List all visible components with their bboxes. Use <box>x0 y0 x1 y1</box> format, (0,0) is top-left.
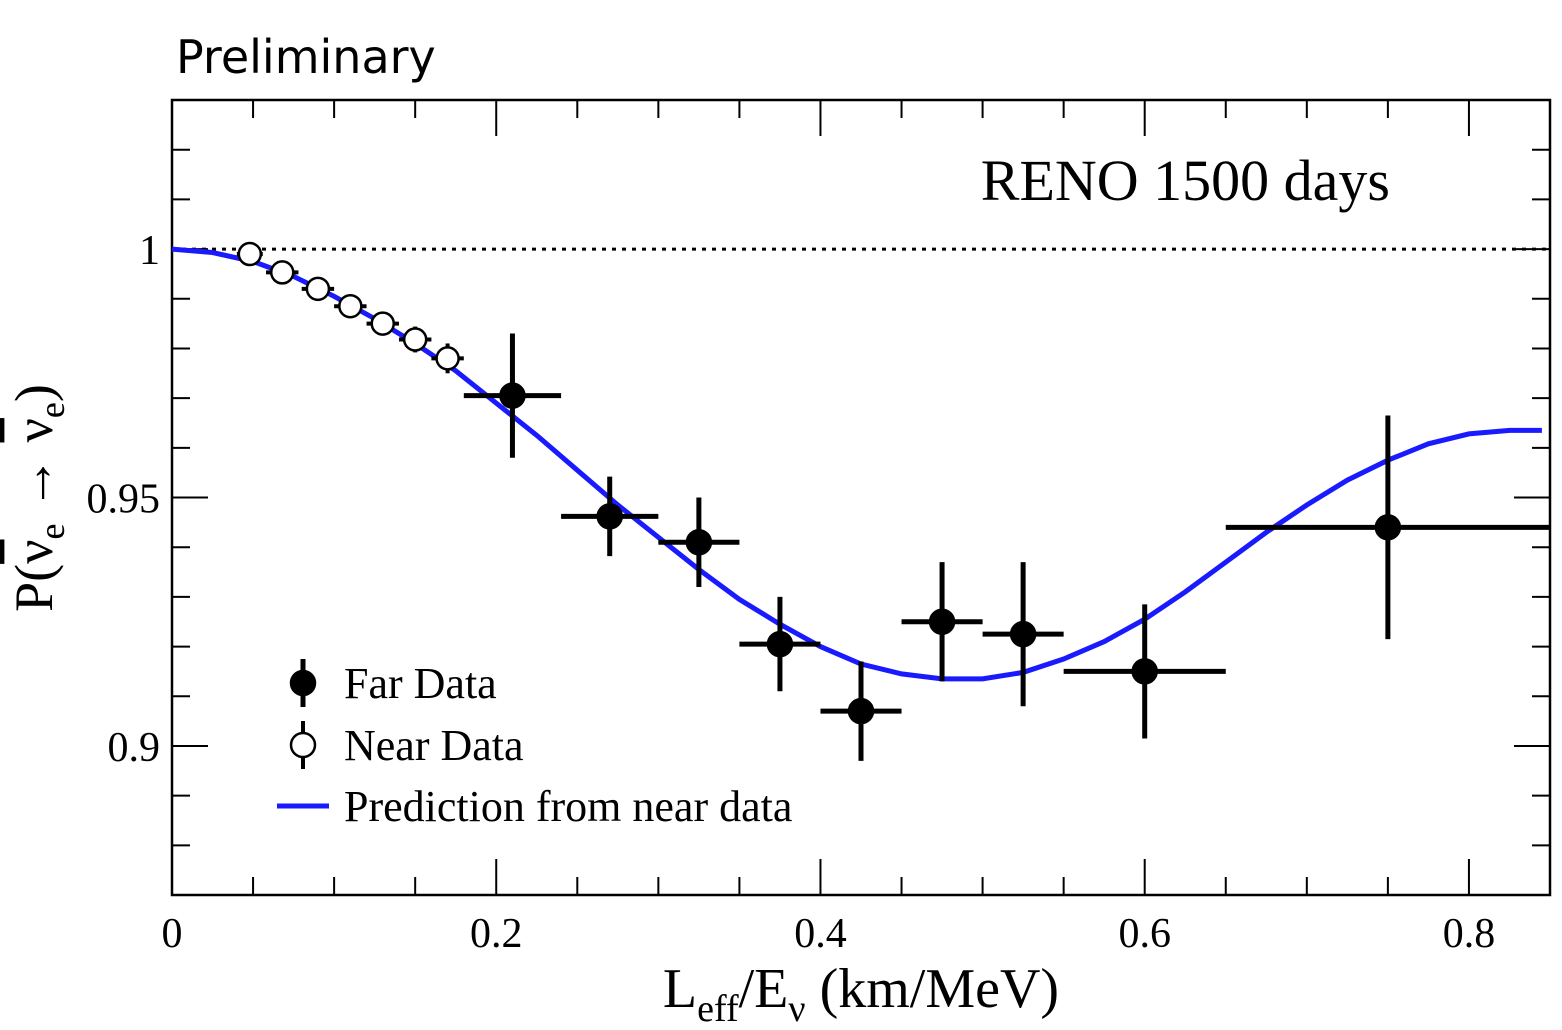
legend-marker <box>289 731 317 759</box>
near-data-point <box>266 260 299 285</box>
marker <box>269 260 295 285</box>
legend-entry: Prediction from near data <box>277 782 792 831</box>
far-data-point <box>739 596 821 692</box>
marker <box>928 608 956 635</box>
axes-ticks: 0 0.2 0.4 0.6 0.8 0.9 0.95 1 <box>87 99 1551 957</box>
near-data-point <box>431 343 464 374</box>
far-data-point <box>463 333 562 458</box>
plot-frame <box>170 98 1552 897</box>
chart-title: RENO 1500 days <box>981 148 1390 213</box>
near-data-point <box>236 241 263 267</box>
legend: Far Data Near Data Prediction from near da… <box>277 659 792 831</box>
far-data-point <box>820 661 902 761</box>
x-tick-label: 0 <box>162 911 183 957</box>
marker <box>435 346 460 371</box>
x-tick-label: 0.2 <box>470 911 523 957</box>
y-tick-label: 1 <box>139 228 160 274</box>
far-data-point <box>1225 415 1550 640</box>
marker <box>847 697 875 725</box>
y-axis-label: P(νe → νe) <box>4 384 72 612</box>
legend-entry: Near Data <box>289 721 524 770</box>
near-data-point <box>398 326 432 353</box>
marker <box>370 311 396 336</box>
marker <box>305 276 331 302</box>
x-axis-label: Leff/Eν (km/MeV) <box>663 958 1059 1030</box>
far-data-point <box>982 562 1064 707</box>
marker <box>402 327 428 352</box>
marker <box>237 241 263 267</box>
x-tick-label: 0.4 <box>794 911 847 957</box>
legend-marker <box>289 669 317 697</box>
far-data-point <box>901 562 983 682</box>
near-data-point <box>301 276 335 302</box>
data-points <box>236 241 1550 761</box>
far-data-point <box>561 476 659 557</box>
legend-label: Prediction from near data <box>344 782 792 831</box>
legend-label: Near Data <box>344 721 524 770</box>
marker <box>1009 620 1037 648</box>
x-tick-label: 0.6 <box>1118 911 1171 957</box>
far-data-point <box>1063 604 1226 739</box>
y-tick-label: 0.95 <box>87 477 161 523</box>
marker <box>338 293 363 319</box>
x-tick-label: 0.8 <box>1443 911 1496 957</box>
far-data-point <box>658 497 740 587</box>
marker <box>499 382 526 409</box>
near-data-point <box>366 311 399 336</box>
marker <box>766 630 794 658</box>
marker <box>1131 658 1158 685</box>
y-tick-label: 0.9 <box>108 725 161 771</box>
legend-entry: Far Data <box>289 659 497 708</box>
corner-label: Preliminary <box>176 30 436 84</box>
marker <box>1374 514 1402 541</box>
legend-label: Far Data <box>344 659 497 708</box>
near-data-point <box>334 293 367 319</box>
marker <box>685 528 713 556</box>
marker <box>596 503 623 530</box>
